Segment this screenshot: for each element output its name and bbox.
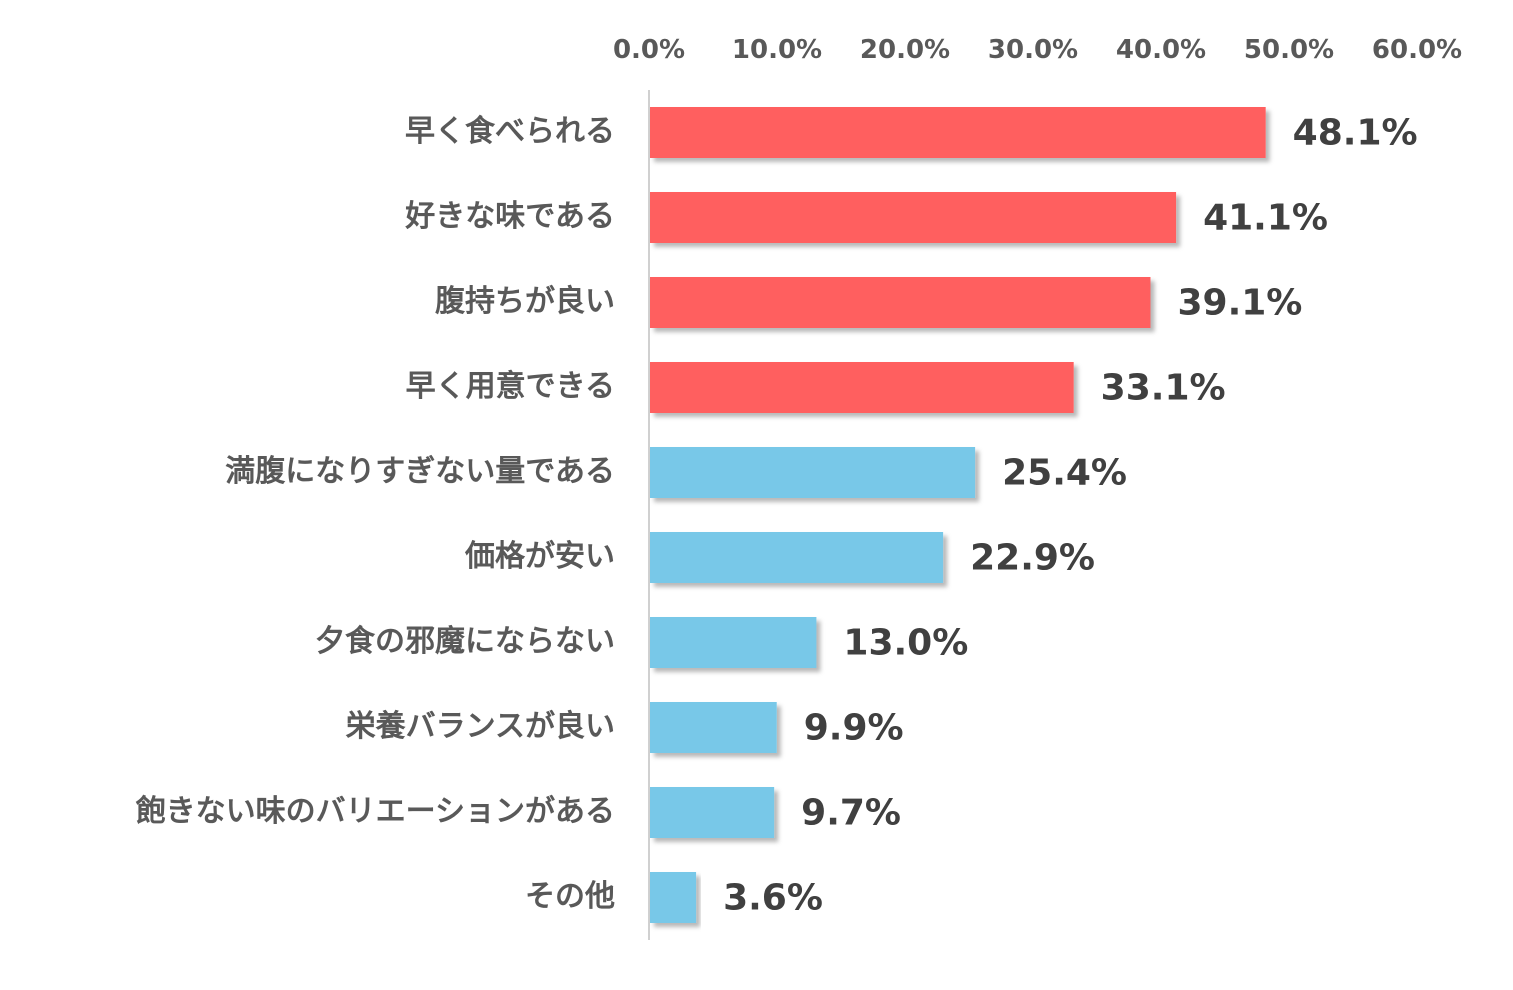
x-tick-label: 0.0% — [613, 35, 685, 65]
bar — [650, 617, 817, 668]
category-label: 価格が安い — [464, 539, 615, 574]
x-axis-ticks: 0.0% 10.0% 20.0% 30.0% 40.0% 50.0% 60.0% — [613, 35, 1462, 65]
bar — [650, 447, 976, 498]
x-tick-label: 30.0% — [988, 35, 1078, 65]
category-label: 早く用意できる — [406, 369, 615, 404]
bar — [650, 872, 697, 923]
x-tick-label: 20.0% — [860, 35, 950, 65]
category-label: 腹持ちが良い — [435, 284, 615, 319]
data-label: 39.1% — [1177, 283, 1302, 324]
data-label: 9.9% — [804, 708, 904, 749]
bar — [650, 532, 944, 583]
data-label: 3.6% — [723, 878, 823, 919]
category-label: 栄養バランスが良い — [346, 709, 615, 744]
category-label: 早く食べられる — [405, 114, 615, 149]
category-label: 夕食の邪魔にならない — [315, 624, 615, 659]
data-label: 22.9% — [970, 538, 1095, 579]
category-label: 好きな味である — [404, 199, 615, 234]
x-tick-label: 40.0% — [1116, 35, 1206, 65]
category-label: 飽きない味のバリエーションがある — [136, 794, 615, 829]
bar — [650, 702, 777, 753]
data-label: 13.0% — [843, 623, 968, 664]
bar — [650, 192, 1177, 243]
bar — [650, 107, 1266, 158]
category-label: 満腹になりすぎない量である — [225, 454, 615, 489]
x-tick-label: 10.0% — [732, 35, 822, 65]
data-label: 48.1% — [1293, 113, 1418, 154]
bar — [650, 277, 1151, 328]
bar — [650, 787, 775, 838]
x-tick-label: 50.0% — [1244, 35, 1334, 65]
bars-group: 早く食べられる 48.1% 好きな味である 41.1% 腹持ちが良い 39.1% 早く用意で… — [136, 107, 1418, 923]
data-label: 41.1% — [1203, 198, 1328, 239]
data-label: 25.4% — [1002, 453, 1127, 494]
data-label: 9.7% — [801, 793, 901, 834]
category-label: その他 — [525, 879, 615, 914]
data-label: 33.1% — [1101, 368, 1226, 409]
bar — [650, 362, 1074, 413]
x-tick-label: 60.0% — [1372, 35, 1462, 65]
